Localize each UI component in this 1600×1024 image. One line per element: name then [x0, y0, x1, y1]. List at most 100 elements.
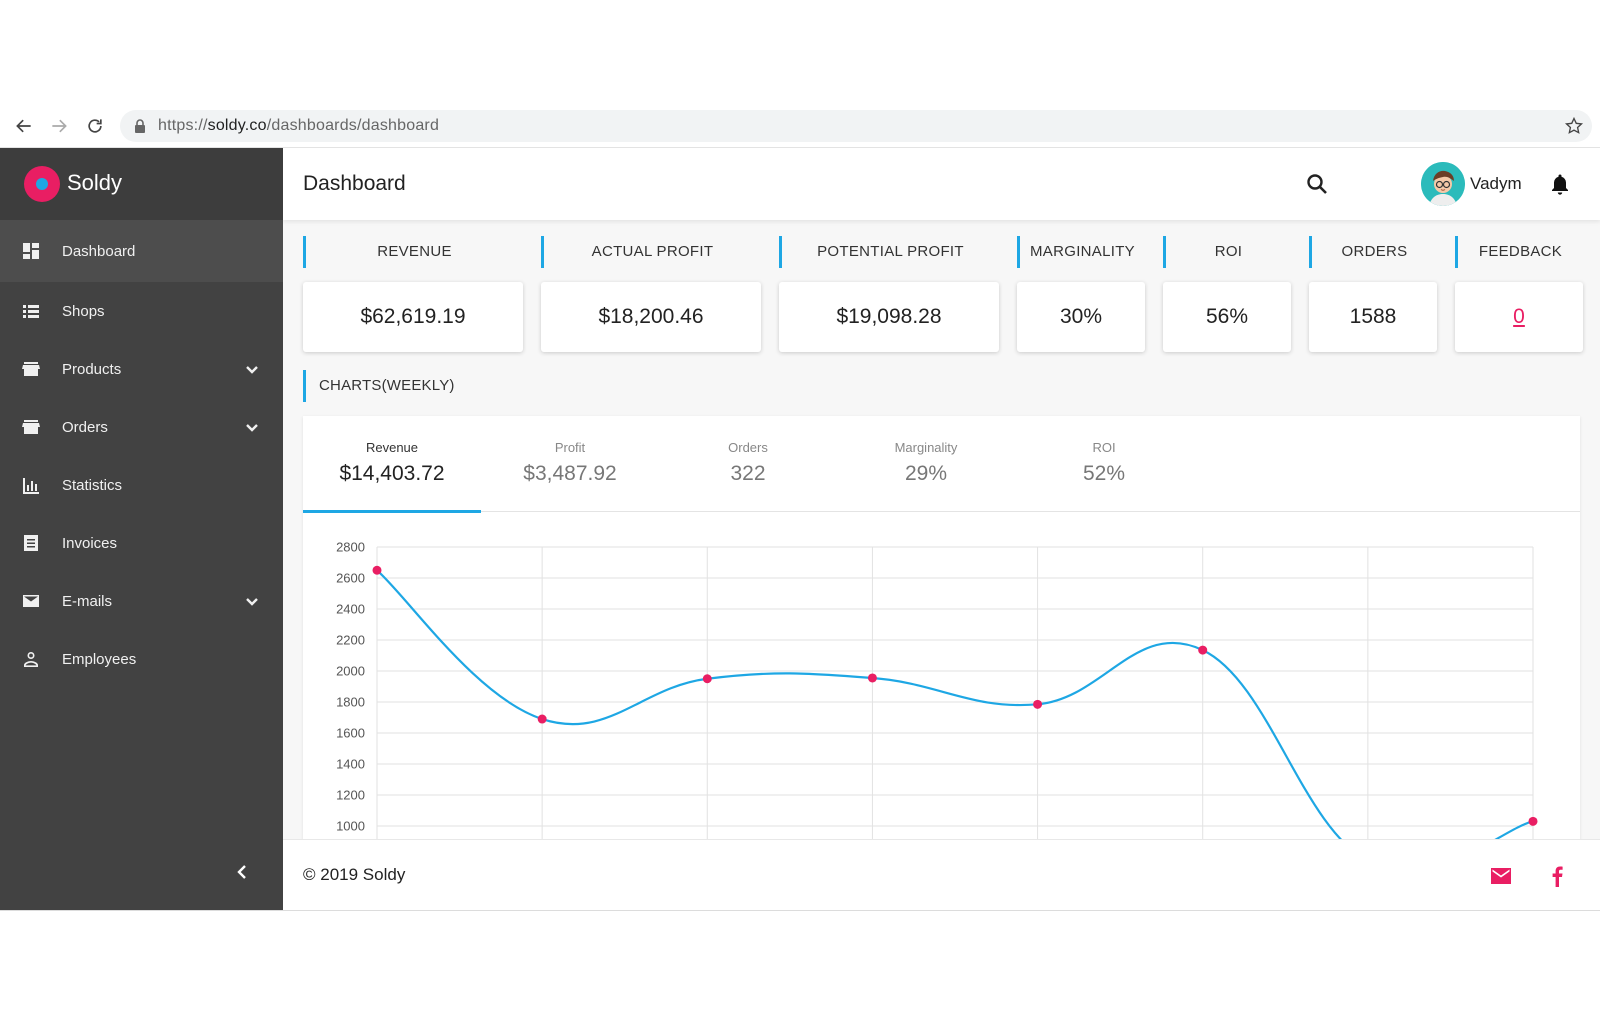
kpi-card-actual-profit: $18,200.46 — [541, 282, 761, 352]
y-tick-label: 2800 — [336, 540, 365, 555]
sidebar-item-orders[interactable]: Orders — [0, 398, 283, 456]
tab-revenue[interactable]: Revenue $14,403.72 — [303, 416, 481, 513]
tab-value: $14,403.72 — [339, 462, 445, 485]
address-bar[interactable]: https://soldy.co/dashboards/dashboard — [120, 110, 1592, 142]
tab-orders[interactable]: Orders 322 — [659, 416, 837, 512]
kpi-card-marginality: 30% — [1017, 282, 1145, 352]
bell-icon[interactable] — [1548, 172, 1572, 196]
bar-chart-icon — [22, 476, 40, 494]
kpi-label-revenue: REVENUE — [303, 236, 523, 268]
data-point — [1198, 645, 1208, 655]
tab-label: Profit — [554, 440, 586, 455]
copyright-text: © 2019 Soldy — [303, 865, 406, 884]
main-content: Dashboard Vadym REVENUE ACTUAL PROFIT PO… — [283, 148, 1600, 910]
tab-marginality[interactable]: Marginality 29% — [837, 416, 1015, 512]
sidebar-item-label: Orders — [62, 418, 108, 436]
kpi-value: $19,098.28 — [836, 305, 942, 328]
sidebar-item-label: Dashboard — [62, 242, 136, 260]
sidebar-item-label: Employees — [62, 650, 137, 668]
kpi-value: 30% — [1059, 305, 1103, 328]
kpi-label-actual-profit: ACTUAL PROFIT — [541, 236, 761, 268]
tab-value: 52% — [1082, 462, 1126, 485]
y-tick-label: 1000 — [336, 819, 365, 834]
avatar[interactable] — [1421, 162, 1465, 206]
document-icon — [22, 534, 40, 552]
tab-label: Orders — [728, 440, 768, 455]
sidebar-item-label: E-mails — [62, 592, 113, 610]
sidebar-item-label: Invoices — [62, 534, 118, 552]
data-point — [1528, 816, 1538, 826]
tab-roi[interactable]: ROI 52% — [1015, 416, 1193, 512]
url-path: /dashboards/dashboard — [266, 117, 440, 134]
page-bottom-divider — [0, 910, 1600, 911]
kpi-card-feedback: 0 — [1455, 282, 1583, 352]
tab-value: 29% — [904, 462, 948, 485]
kpi-label-potential-profit: POTENTIAL PROFIT — [779, 236, 999, 268]
y-tick-label: 2000 — [336, 664, 365, 679]
tab-label: Revenue — [365, 440, 419, 455]
kpi-label-marginality: MARGINALITY — [1017, 236, 1145, 268]
chevron-down-icon — [245, 594, 259, 608]
chevron-left-icon — [237, 865, 246, 879]
y-tick-label: 2400 — [336, 602, 365, 617]
dashboard-icon — [22, 242, 40, 260]
search-icon[interactable] — [1305, 172, 1329, 196]
top-app-bar: Dashboard Vadym — [283, 148, 1600, 220]
kpi-value: $62,619.19 — [360, 305, 466, 328]
reload-button[interactable] — [83, 114, 107, 138]
data-point — [867, 673, 877, 683]
user-avatar-icon — [1421, 162, 1465, 206]
url-host: soldy.co — [207, 117, 267, 134]
brand-name: Soldy — [67, 170, 123, 195]
data-point — [702, 674, 712, 684]
user-name[interactable]: Vadym — [1470, 174, 1522, 193]
sidebar-item-employees[interactable]: Employees — [0, 630, 283, 688]
feedback-link[interactable]: 0 — [1513, 305, 1525, 328]
sidebar-menu: Dashboard Shops Products Orders Statisti… — [0, 220, 283, 688]
tab-value: $3,487.92 — [523, 462, 617, 485]
arrow-left-icon — [16, 119, 31, 133]
store-icon — [22, 418, 40, 436]
sidebar-item-products[interactable]: Products — [0, 340, 283, 398]
kpi-card-revenue: $62,619.19 — [303, 282, 523, 352]
bookmark-star-icon[interactable] — [1564, 116, 1584, 136]
lock-icon — [135, 119, 145, 133]
tab-value: 322 — [730, 462, 766, 485]
sidebar-item-invoices[interactable]: Invoices — [0, 514, 283, 572]
sidebar-item-label: Statistics — [62, 476, 123, 494]
browser-toolbar: https://soldy.co/dashboards/dashboard — [0, 104, 1600, 148]
url-scheme: https:// — [158, 117, 208, 134]
charts-section-title: CHARTS(WEEKLY) — [303, 370, 455, 402]
sidebar-item-e-mails[interactable]: E-mails — [0, 572, 283, 630]
chart-tabs: Revenue $14,403.72 Profit $3,487.92 Orde… — [303, 416, 1580, 513]
footer: © 2019 Soldy — [283, 839, 1600, 910]
sidebar-item-shops[interactable]: Shops — [0, 282, 283, 340]
tab-profit[interactable]: Profit $3,487.92 — [481, 416, 659, 512]
back-button[interactable] — [12, 114, 36, 138]
forward-button[interactable] — [47, 114, 71, 138]
url-text: https://soldy.co/dashboards/dashboard — [158, 117, 439, 135]
kpi-label-orders: ORDERS — [1309, 236, 1437, 268]
y-tick-label: 2600 — [336, 571, 365, 586]
y-tick-label: 1800 — [336, 695, 365, 710]
chevron-down-icon — [245, 362, 259, 376]
sidebar-item-label: Products — [62, 360, 122, 378]
brand[interactable]: Soldy — [0, 148, 283, 220]
sidebar-item-statistics[interactable]: Statistics — [0, 456, 283, 514]
tab-label: Marginality — [894, 440, 958, 455]
chevron-down-icon — [245, 420, 259, 434]
y-tick-label: 1200 — [336, 788, 365, 803]
facebook-icon[interactable] — [1548, 865, 1566, 887]
collapse-sidebar-button[interactable] — [232, 862, 252, 882]
sidebar-item-dashboard[interactable]: Dashboard — [0, 220, 283, 282]
person-icon — [22, 650, 40, 668]
data-point — [537, 714, 547, 724]
tab-label: ROI — [1092, 440, 1116, 455]
chart-panel: Revenue $14,403.72 Profit $3,487.92 Orde… — [303, 416, 1580, 910]
y-tick-label: 1600 — [336, 726, 365, 741]
sidebar-item-label: Shops — [62, 302, 105, 320]
kpi-label-roi: ROI — [1163, 236, 1291, 268]
data-point — [372, 565, 382, 575]
mail-icon[interactable] — [1491, 867, 1511, 885]
kpi-card-roi: 56% — [1163, 282, 1291, 352]
